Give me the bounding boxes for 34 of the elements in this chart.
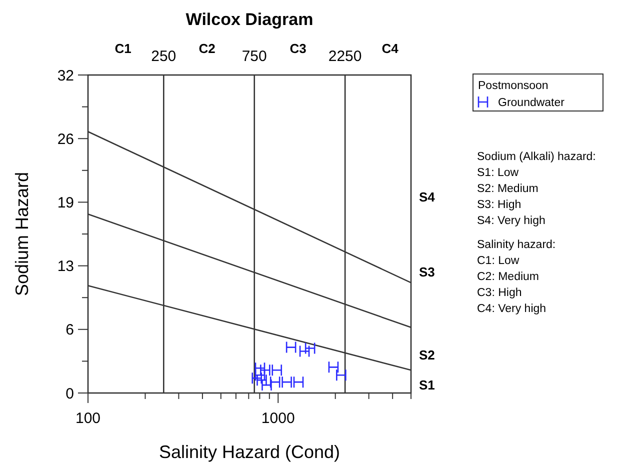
y-tick-label: 26 bbox=[57, 130, 74, 148]
text: S2: Medium bbox=[477, 183, 538, 195]
text: S3: High bbox=[477, 199, 522, 211]
text: C1 bbox=[114, 41, 132, 56]
legend-title: Postmonsoon bbox=[478, 80, 548, 92]
chart-title: Wilcox Diagram bbox=[186, 10, 314, 29]
text: C1: Low bbox=[477, 255, 520, 267]
y-tick-label: 19 bbox=[57, 194, 74, 212]
y-axis-title: Sodium Hazard bbox=[12, 172, 32, 296]
x-tick-label: 1000 bbox=[261, 410, 295, 427]
ref-line-label: 750 bbox=[242, 48, 267, 65]
text: C2: Medium bbox=[477, 271, 539, 283]
x-tick-label: 100 bbox=[75, 410, 101, 427]
y-tick-label: 6 bbox=[66, 322, 74, 339]
text: C4: Very high bbox=[477, 303, 546, 315]
y-tick-label: 0 bbox=[66, 385, 74, 402]
text: Salinity hazard: bbox=[477, 239, 556, 251]
text: S2 bbox=[419, 348, 435, 363]
text: S4: Very high bbox=[477, 215, 546, 227]
text: Sodium (Alkali) hazard: bbox=[477, 151, 596, 163]
text: S1 bbox=[419, 378, 435, 393]
text: C3: High bbox=[477, 287, 522, 299]
text: C4 bbox=[382, 41, 400, 56]
text: S3 bbox=[419, 264, 435, 280]
text: C2 bbox=[198, 41, 216, 56]
y-tick-label: 32 bbox=[57, 67, 74, 84]
x-axis-title: Salinity Hazard (Cond) bbox=[158, 442, 340, 462]
ref-line-label: 250 bbox=[151, 48, 176, 65]
text: C3 bbox=[290, 41, 306, 56]
legend-label: Groundwater bbox=[498, 97, 565, 109]
ref-line-label: 2250 bbox=[328, 48, 362, 65]
y-tick-label: 13 bbox=[57, 258, 74, 276]
text: S4 bbox=[419, 190, 436, 205]
text: S1: Low bbox=[477, 167, 520, 179]
